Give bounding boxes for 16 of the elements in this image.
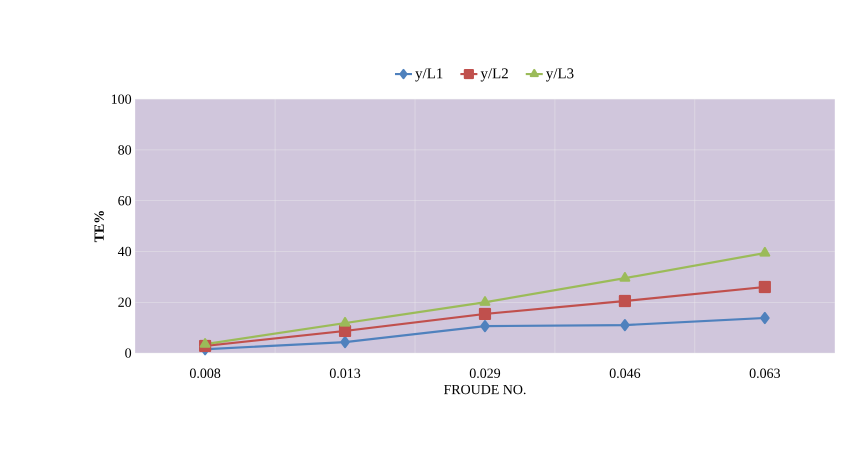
- x-tick-label: 0.013: [330, 368, 360, 378]
- y-tick-label: 60: [118, 196, 132, 206]
- x-tick-label: 0.029: [470, 368, 500, 378]
- x-tick-label: 0.046: [610, 368, 640, 378]
- legend-label: y/L1: [415, 68, 442, 82]
- legend-label: y/L2: [480, 68, 508, 82]
- x-tick-label: 0.008: [190, 368, 220, 378]
- y-tick-label: 40: [118, 246, 132, 256]
- x-axis-title: FROUDE NO.: [444, 384, 526, 394]
- y-tick-label: 20: [118, 297, 132, 307]
- y-tick-label: 100: [112, 94, 132, 104]
- legend-label: y/L3: [546, 68, 574, 82]
- x-tick-label: 0.063: [750, 368, 780, 378]
- y-tick-label: 80: [118, 145, 132, 155]
- y-axis-title: TE%: [94, 211, 104, 242]
- y-tick-label: 0: [125, 348, 132, 358]
